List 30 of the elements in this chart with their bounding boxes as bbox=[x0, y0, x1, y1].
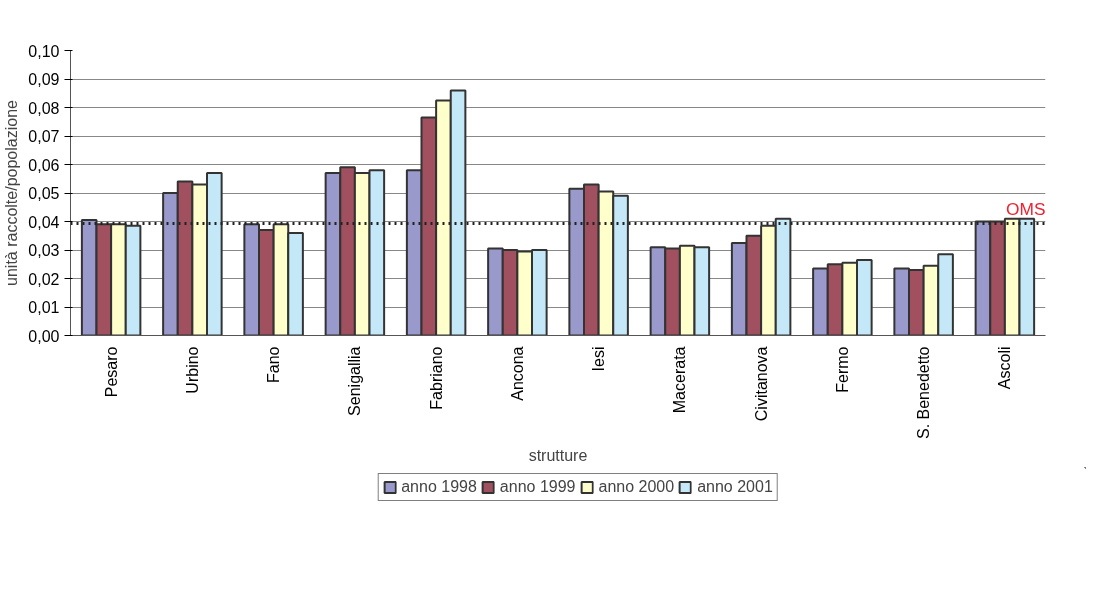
y-tick-label: 0,01 bbox=[28, 299, 60, 316]
y-tick-label: 0,09 bbox=[28, 71, 60, 88]
y-tick-label: 0,06 bbox=[28, 156, 60, 174]
x-tick-label: Iesi bbox=[590, 346, 608, 372]
legend-label: anno 1998 bbox=[401, 478, 477, 496]
legend-label: anno 2000 bbox=[598, 478, 675, 496]
x-tick-label: Ancona bbox=[508, 346, 526, 401]
x-tick-label: Macerata bbox=[671, 346, 689, 414]
legend-label: anno 2001 bbox=[697, 478, 773, 496]
x-tick-label: Urbino bbox=[183, 346, 201, 394]
x-tick-label: Senigallia bbox=[346, 346, 364, 416]
y-tick-label: 0,00 bbox=[28, 327, 60, 345]
x-tick-label: S. Benedetto bbox=[915, 346, 933, 440]
x-tick-label: Ascoli bbox=[996, 346, 1014, 390]
x-tick-label: Pesaro bbox=[102, 346, 120, 398]
y-tick-label: 0,10 bbox=[28, 42, 60, 60]
x-tick-label: Fano bbox=[265, 346, 283, 383]
ref-line-label: OMS bbox=[1006, 199, 1046, 220]
x-tick-label: Fabriano bbox=[427, 346, 445, 410]
y-axis-title: unità raccolte/popolazione bbox=[3, 99, 21, 286]
y-tick-label: 0,05 bbox=[28, 185, 60, 202]
legend-label: anno 1999 bbox=[499, 478, 576, 496]
y-tick-label: 0,08 bbox=[28, 99, 60, 117]
y-tick-label: 0,02 bbox=[28, 270, 60, 288]
x-tick-label: Civitanova bbox=[752, 346, 770, 422]
x-axis-title: strutture bbox=[528, 447, 588, 465]
x-tick-label: Fermo bbox=[833, 346, 851, 393]
y-tick-label: 0,03 bbox=[28, 242, 60, 259]
y-tick-label: 0,04 bbox=[28, 213, 60, 231]
y-tick-label: 0,07 bbox=[28, 128, 60, 145]
